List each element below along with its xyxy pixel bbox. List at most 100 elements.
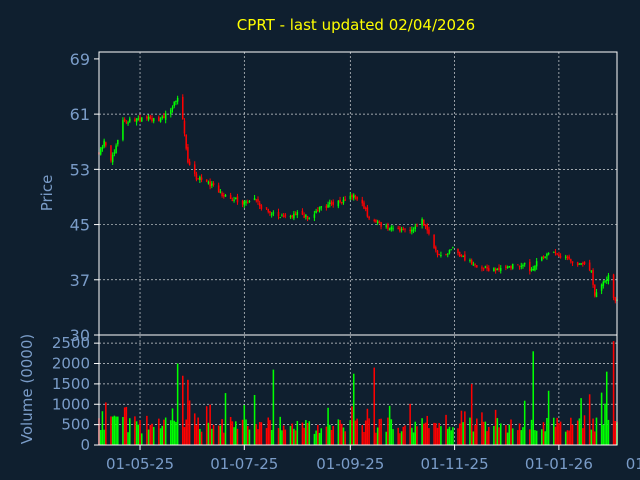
candle-body [517, 264, 519, 266]
volume-bar [211, 428, 213, 445]
date-tick-label: 01-05-25 [106, 455, 174, 473]
price-axis-label: Price [38, 175, 56, 212]
candle-body [188, 161, 191, 166]
candle-body [412, 229, 415, 231]
candle-body [554, 251, 557, 254]
candle-body [301, 210, 304, 215]
volume-tick-label: 0 [80, 436, 90, 454]
candle-body [505, 266, 507, 268]
volume-bar [332, 425, 334, 445]
candle-body [436, 250, 439, 255]
candle-body [508, 266, 511, 268]
candle-body [211, 183, 213, 186]
candle-body [123, 119, 126, 122]
candle-body [600, 284, 603, 291]
volume-bar [134, 416, 136, 445]
candle-body [375, 219, 377, 223]
candle-body [248, 200, 251, 202]
volume-bar [506, 432, 509, 445]
volume-bar [146, 415, 148, 445]
date-tick-label: 01-11-25 [421, 455, 489, 473]
grid-lines [99, 52, 617, 445]
candle-body [588, 262, 591, 271]
candle-body [303, 215, 305, 218]
candle-body [113, 152, 116, 154]
volume-tick-label: 1500 [52, 375, 90, 393]
candle-body [284, 214, 287, 217]
candle-body [270, 213, 273, 215]
volume-bar [361, 425, 364, 445]
volume-bar [281, 430, 283, 445]
price-tick-label: 69 [70, 50, 90, 69]
candle-body [159, 118, 162, 122]
candle-body [272, 212, 275, 214]
volume-bar [265, 428, 268, 445]
volume-bar [614, 420, 617, 445]
volume-bar [558, 423, 560, 445]
candle-body [105, 142, 107, 146]
volume-bar [305, 420, 307, 445]
candle-body [342, 199, 345, 203]
candle-body [151, 118, 153, 121]
volume-bar [344, 431, 346, 445]
candle-body [390, 227, 393, 230]
candle-body [578, 263, 581, 265]
candle-body [163, 115, 165, 119]
volume-bar [373, 367, 376, 445]
volume-bar [588, 394, 591, 445]
volume-bar [329, 424, 331, 445]
volume-bar [436, 427, 439, 445]
candle-body [361, 199, 364, 204]
volume-bar [428, 428, 430, 445]
candle-body [99, 148, 102, 155]
candle-body [446, 253, 449, 255]
volume-bar [123, 407, 126, 445]
volume-bar [258, 422, 261, 445]
volume-bar [267, 417, 270, 445]
volume-bar [440, 426, 442, 445]
volume-bar [217, 425, 220, 445]
candle-body [212, 183, 215, 186]
candle-body [409, 229, 411, 231]
candle-body [457, 248, 459, 253]
candle-body [320, 206, 323, 208]
volume-bar [392, 429, 394, 445]
candle-body [337, 200, 340, 207]
volume-bar [426, 415, 429, 445]
candle-body [149, 116, 152, 119]
candle-body [493, 268, 495, 272]
candle-body [388, 228, 391, 231]
volume-bar [317, 424, 319, 445]
candle-body [400, 229, 403, 231]
volume-bar [368, 418, 370, 445]
volume-bar [212, 424, 215, 445]
volume-bar [547, 390, 550, 445]
candle-body [535, 261, 538, 267]
candle-body [267, 209, 270, 212]
candle-body [602, 281, 605, 286]
volume-bar [421, 418, 423, 445]
volume-bar [594, 431, 596, 445]
volume-bar [303, 427, 305, 445]
candle-body [243, 201, 246, 205]
candle-body [277, 212, 280, 217]
volume-bar [270, 429, 273, 445]
candle-body [592, 269, 594, 285]
volume-bar [291, 423, 293, 445]
candle-body [229, 195, 232, 199]
volume-bar [517, 430, 519, 445]
volume-bar [518, 423, 521, 445]
candle-body [313, 214, 316, 218]
candle-body [101, 146, 104, 149]
volume-bar [488, 426, 490, 445]
candle-body [125, 121, 128, 123]
volume-bar [175, 421, 177, 445]
candle-body [414, 226, 417, 229]
volume-bar [294, 430, 297, 445]
date-tick-label: 01-01-26 [525, 455, 593, 473]
candle-body [279, 217, 281, 219]
volume-bar [397, 427, 399, 445]
volume-bar [472, 431, 475, 445]
candle-body [246, 202, 249, 204]
candle-body [176, 97, 179, 102]
